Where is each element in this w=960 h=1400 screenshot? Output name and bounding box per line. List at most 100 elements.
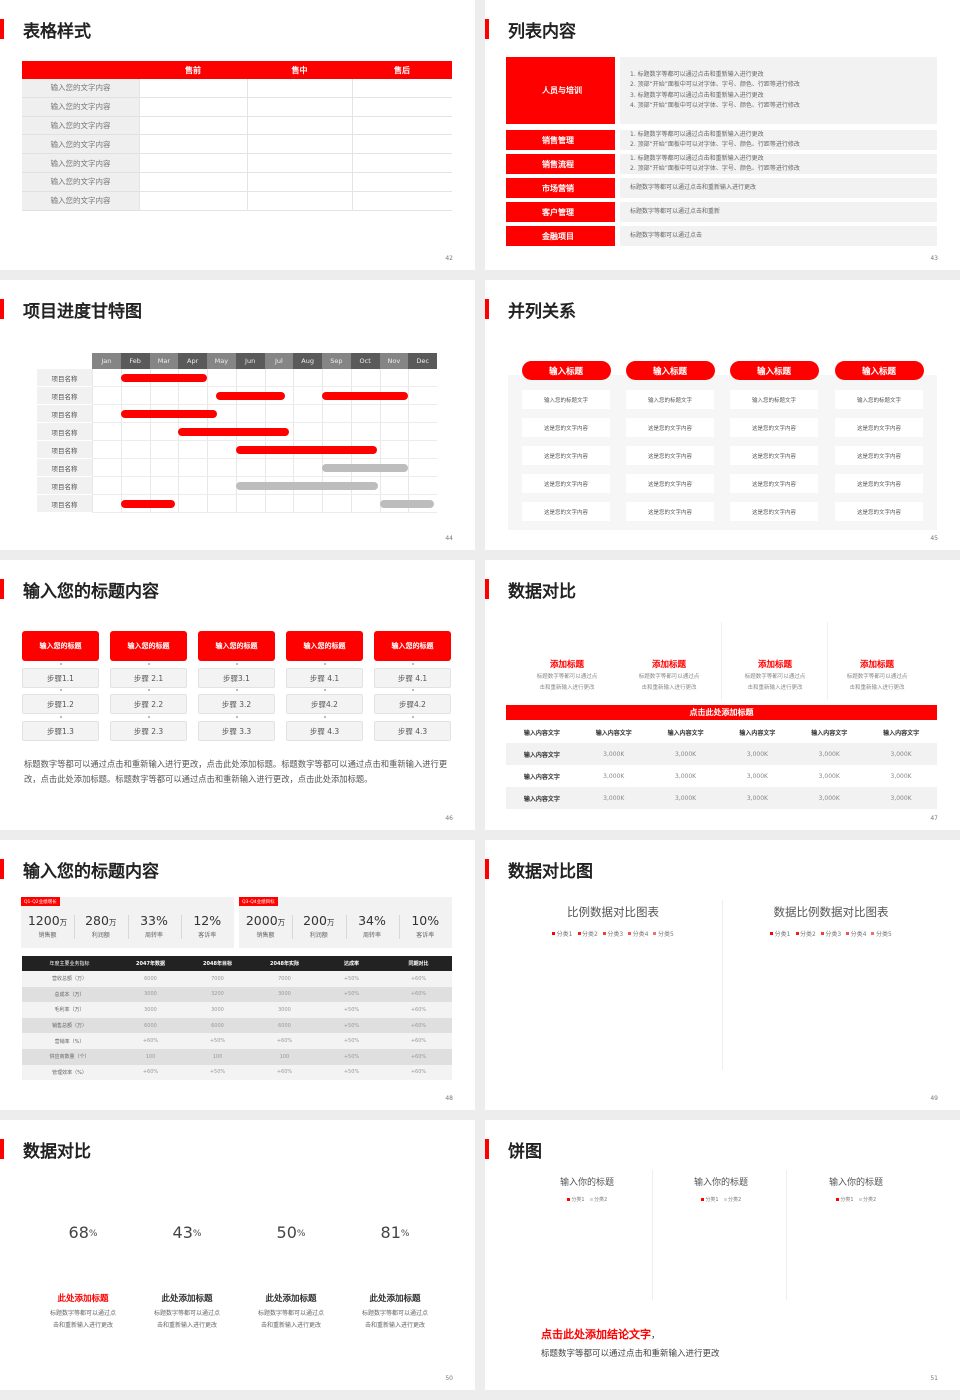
step-box[interactable]: 步骤1.3 xyxy=(22,721,99,741)
table-cell[interactable] xyxy=(247,135,352,155)
gantt-bar-planned[interactable] xyxy=(379,500,435,508)
step-box[interactable]: 步骤 4.3 xyxy=(374,721,451,741)
step-box[interactable]: 步骤 2.2 xyxy=(110,694,187,714)
step-box[interactable]: 步骤1.2 xyxy=(22,694,99,714)
step-header[interactable]: 输入您的标题 xyxy=(110,631,187,661)
step-box[interactable]: 步骤 3.2 xyxy=(198,694,275,714)
column-title-pill[interactable]: 输入标题 xyxy=(834,361,924,380)
step-header[interactable]: 输入您的标题 xyxy=(22,631,99,661)
legend-item[interactable]: 分类2 xyxy=(723,1196,741,1203)
table-cell[interactable] xyxy=(352,173,452,192)
table-cell[interactable] xyxy=(247,191,352,211)
step-box[interactable]: 步骤4.2 xyxy=(374,694,451,714)
table-cell[interactable] xyxy=(352,116,452,136)
legend-item[interactable]: 分类1 xyxy=(566,1196,585,1203)
table-cell[interactable] xyxy=(139,97,247,117)
banner-title[interactable]: 点击此处添加标题 xyxy=(506,705,937,720)
step-box[interactable]: 步骤 4.1 xyxy=(286,668,363,688)
table-cell[interactable] xyxy=(139,154,247,173)
column-title-pill[interactable]: 输入标题 xyxy=(625,361,715,380)
legend-swatch xyxy=(552,932,556,935)
legend-item[interactable]: 分类1 xyxy=(552,929,573,938)
step-header[interactable]: 输入您的标题 xyxy=(198,631,275,661)
list-item-2[interactable]: 销售管理 xyxy=(506,130,615,150)
gantt-bar-active[interactable] xyxy=(215,392,285,400)
description-paragraph: 标题数字等都可以通过点击和重新输入进行更改，点击此处添加标题。标题数字等都可以通… xyxy=(24,759,448,784)
cycle-icon xyxy=(520,158,532,170)
step-box[interactable]: 步骤1.1 xyxy=(22,668,99,688)
gantt-bar-active[interactable] xyxy=(120,500,176,508)
chart-legend: 分类1 分类2 分类3 分类4 分类5 xyxy=(731,929,931,938)
list-item-3[interactable]: 销售流程 xyxy=(506,154,615,174)
table-cell: +50% xyxy=(343,1038,360,1045)
gantt-bar-planned[interactable] xyxy=(322,464,409,472)
training-icon xyxy=(520,85,532,97)
table-cell[interactable] xyxy=(352,97,452,117)
list-item-5[interactable]: 客户管理 xyxy=(506,202,615,222)
table-cell[interactable] xyxy=(247,173,352,192)
legend-item[interactable]: 分类2 xyxy=(589,1196,607,1203)
step-header[interactable]: 输入您的标题 xyxy=(286,631,363,661)
table-cell[interactable] xyxy=(139,135,247,155)
gauge-unit: % xyxy=(400,1229,410,1239)
legend-item[interactable]: 分类2 xyxy=(577,929,598,938)
gantt-bar-active[interactable] xyxy=(120,410,218,418)
kpi-label: 周转率 xyxy=(144,932,163,939)
step-box[interactable]: 步骤 2.1 xyxy=(110,668,187,688)
table-cell[interactable] xyxy=(139,79,247,98)
column-title-pill[interactable]: 输入标题 xyxy=(521,361,611,380)
table-cell[interactable] xyxy=(352,79,452,98)
table-cell: 7000 xyxy=(211,975,224,982)
step-box[interactable]: 步骤 4.3 xyxy=(286,721,363,741)
table-cell[interactable] xyxy=(247,97,352,117)
detail-line: 4. 顶部“开始”面板中可以对字体、字号、颜色、行距等进行修改 xyxy=(630,102,800,109)
legend-item[interactable]: 分类3 xyxy=(820,929,841,938)
legend-item[interactable]: 分类1 xyxy=(835,1196,854,1203)
table-cell[interactable] xyxy=(247,79,352,98)
legend-item[interactable]: 分类2 xyxy=(858,1196,876,1203)
list-item-6[interactable]: 金融项目 xyxy=(506,226,615,246)
legend-item[interactable]: 分类2 xyxy=(795,929,816,938)
table-cell: 3000 xyxy=(211,1006,224,1013)
gantt-bar-active[interactable] xyxy=(322,392,409,400)
column-title-pill[interactable]: 输入标题 xyxy=(729,361,819,380)
table-header-cell: 输入内容文字 xyxy=(811,729,848,737)
gantt-bar-active[interactable] xyxy=(120,374,207,382)
table-cell[interactable] xyxy=(247,154,352,173)
legend-item[interactable]: 分类3 xyxy=(602,929,623,938)
legend-item[interactable]: 分类1 xyxy=(700,1196,719,1203)
gantt-bar-active[interactable] xyxy=(235,446,377,454)
table-cell[interactable] xyxy=(139,191,247,211)
table-cell: +60% xyxy=(276,1038,293,1045)
table-cell: 3,000K xyxy=(746,794,768,802)
table-cell[interactable] xyxy=(139,116,247,136)
step-box[interactable]: 步骤3.1 xyxy=(198,668,275,688)
legend-item[interactable]: 分类4 xyxy=(846,929,866,938)
gantt-bar-active[interactable] xyxy=(178,428,289,436)
list-item-detail: 1. 标题数字等都可以通过点击和重新输入进行更改 2. 顶部“开始”面板中可以对字… xyxy=(620,57,937,124)
legend-item[interactable]: 分类1 xyxy=(770,929,791,938)
legend-item[interactable]: 分类4 xyxy=(628,929,648,938)
table-cell[interactable] xyxy=(352,154,452,173)
feature-title: 添加标题 xyxy=(651,660,686,670)
kpi-value: 280 万 xyxy=(74,912,127,928)
table-cell: 3000 xyxy=(144,991,157,998)
list-item-4[interactable]: 市场营销 xyxy=(506,178,615,198)
step-box[interactable]: 步骤 4.1 xyxy=(374,668,451,688)
table-cell[interactable] xyxy=(352,191,452,211)
table-cell[interactable] xyxy=(247,116,352,136)
legend-item[interactable]: 分类5 xyxy=(871,929,892,938)
feature-desc: 标题数字等都可以通过点 xyxy=(638,674,700,680)
step-header[interactable]: 输入您的标题 xyxy=(374,631,451,661)
step-box[interactable]: 步骤 3.3 xyxy=(198,721,275,741)
table-cell: 3,000K xyxy=(675,772,697,780)
list-item-1[interactable]: 人员与培训 xyxy=(506,57,615,124)
step-box[interactable]: 步骤 2.3 xyxy=(110,721,187,741)
kpi-label: 销售额 xyxy=(38,932,57,939)
table-cell[interactable] xyxy=(139,173,247,192)
step-box[interactable]: 步骤4.2 xyxy=(286,694,363,714)
legend-item[interactable]: 分类5 xyxy=(653,929,674,938)
table-cell: 营销率（%） xyxy=(54,1038,85,1045)
gantt-bar-planned[interactable] xyxy=(235,482,379,490)
table-cell[interactable] xyxy=(352,135,452,155)
